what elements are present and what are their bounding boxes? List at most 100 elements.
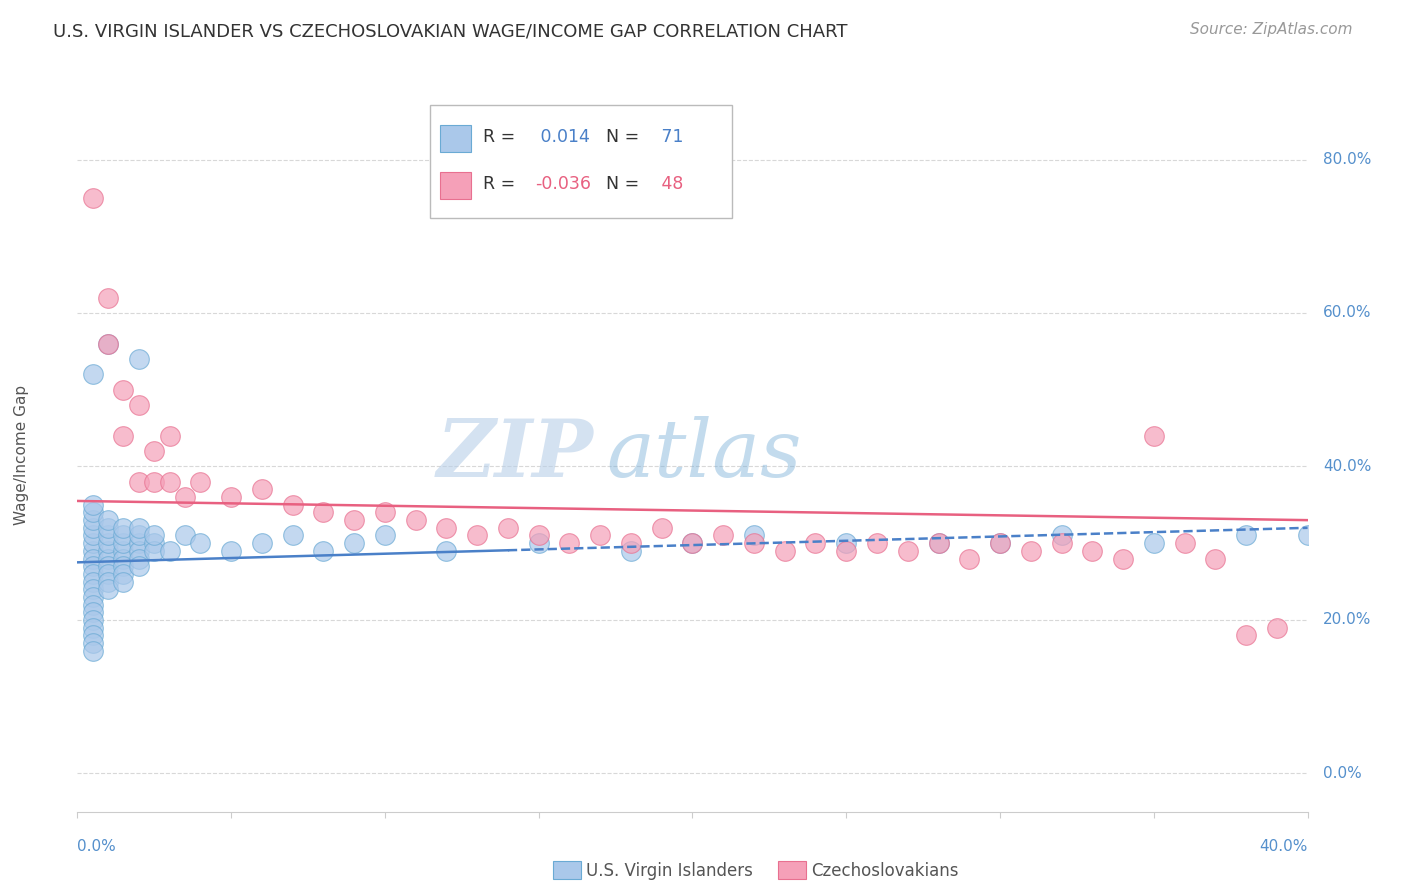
- Text: Czechoslovakians: Czechoslovakians: [811, 862, 959, 880]
- Text: R =: R =: [484, 128, 516, 146]
- Text: 48: 48: [655, 176, 683, 194]
- Point: [128, 536, 150, 550]
- Point: [711, 528, 734, 542]
- Text: 40.0%: 40.0%: [1260, 838, 1308, 854]
- Point: [97, 551, 120, 566]
- Point: [957, 551, 980, 566]
- Point: [159, 428, 181, 442]
- Point: [374, 528, 396, 542]
- Point: [97, 544, 120, 558]
- Point: [159, 544, 181, 558]
- Point: [97, 513, 120, 527]
- Point: [128, 475, 150, 489]
- Point: [250, 483, 273, 497]
- Point: [112, 551, 135, 566]
- Point: [651, 521, 673, 535]
- Point: [159, 475, 181, 489]
- Text: 60.0%: 60.0%: [1323, 305, 1371, 320]
- Point: [82, 582, 104, 597]
- Point: [97, 559, 120, 574]
- Point: [835, 544, 858, 558]
- Point: [97, 336, 120, 351]
- Point: [128, 551, 150, 566]
- Point: [143, 544, 166, 558]
- Text: N =: N =: [606, 128, 640, 146]
- Point: [589, 528, 612, 542]
- Point: [97, 336, 120, 351]
- Point: [128, 351, 150, 366]
- Point: [82, 566, 104, 581]
- Point: [1050, 528, 1073, 542]
- Point: [250, 536, 273, 550]
- Point: [112, 544, 135, 558]
- Text: Wage/Income Gap: Wage/Income Gap: [14, 384, 30, 525]
- Point: [773, 544, 796, 558]
- Point: [82, 643, 104, 657]
- Point: [97, 536, 120, 550]
- Point: [82, 613, 104, 627]
- Point: [1174, 536, 1197, 550]
- Point: [742, 536, 765, 550]
- Bar: [440, 125, 471, 153]
- Point: [343, 536, 366, 550]
- Point: [82, 368, 104, 382]
- Point: [188, 536, 212, 550]
- Point: [82, 574, 104, 589]
- Point: [281, 528, 304, 542]
- Point: [174, 528, 197, 542]
- Point: [82, 598, 104, 612]
- Point: [620, 536, 643, 550]
- Point: [82, 551, 104, 566]
- Point: [97, 528, 120, 542]
- Point: [82, 521, 104, 535]
- Point: [82, 191, 104, 205]
- Point: [82, 506, 104, 520]
- Point: [82, 528, 104, 542]
- Point: [97, 291, 120, 305]
- Point: [897, 544, 920, 558]
- Text: R =: R =: [484, 176, 516, 194]
- Point: [928, 536, 950, 550]
- Point: [128, 528, 150, 542]
- Point: [465, 528, 488, 542]
- Point: [558, 536, 581, 550]
- Point: [112, 574, 135, 589]
- Point: [1296, 528, 1319, 542]
- Point: [1050, 536, 1073, 550]
- Point: [1081, 544, 1104, 558]
- Point: [1019, 544, 1042, 558]
- Point: [174, 490, 197, 504]
- Point: [97, 574, 120, 589]
- Point: [97, 566, 120, 581]
- Point: [343, 513, 366, 527]
- Point: [1143, 536, 1166, 550]
- Text: atlas: atlas: [606, 417, 801, 493]
- Point: [97, 521, 120, 535]
- Point: [312, 506, 335, 520]
- Point: [1234, 528, 1257, 542]
- Point: [128, 559, 150, 574]
- Point: [82, 628, 104, 642]
- Point: [97, 582, 120, 597]
- Point: [312, 544, 335, 558]
- Text: 0.014: 0.014: [536, 128, 591, 146]
- Point: [1265, 621, 1288, 635]
- Point: [436, 521, 458, 535]
- Text: ZIP: ZIP: [437, 417, 595, 493]
- Point: [928, 536, 950, 550]
- Point: [835, 536, 858, 550]
- Point: [82, 605, 104, 619]
- Text: N =: N =: [606, 176, 640, 194]
- Point: [112, 566, 135, 581]
- Point: [1204, 551, 1226, 566]
- Point: [112, 528, 135, 542]
- Point: [374, 506, 396, 520]
- Point: [112, 536, 135, 550]
- Point: [82, 536, 104, 550]
- Point: [988, 536, 1011, 550]
- Text: Source: ZipAtlas.com: Source: ZipAtlas.com: [1189, 22, 1353, 37]
- Point: [988, 536, 1011, 550]
- Point: [82, 636, 104, 650]
- Point: [112, 428, 135, 442]
- Point: [405, 513, 427, 527]
